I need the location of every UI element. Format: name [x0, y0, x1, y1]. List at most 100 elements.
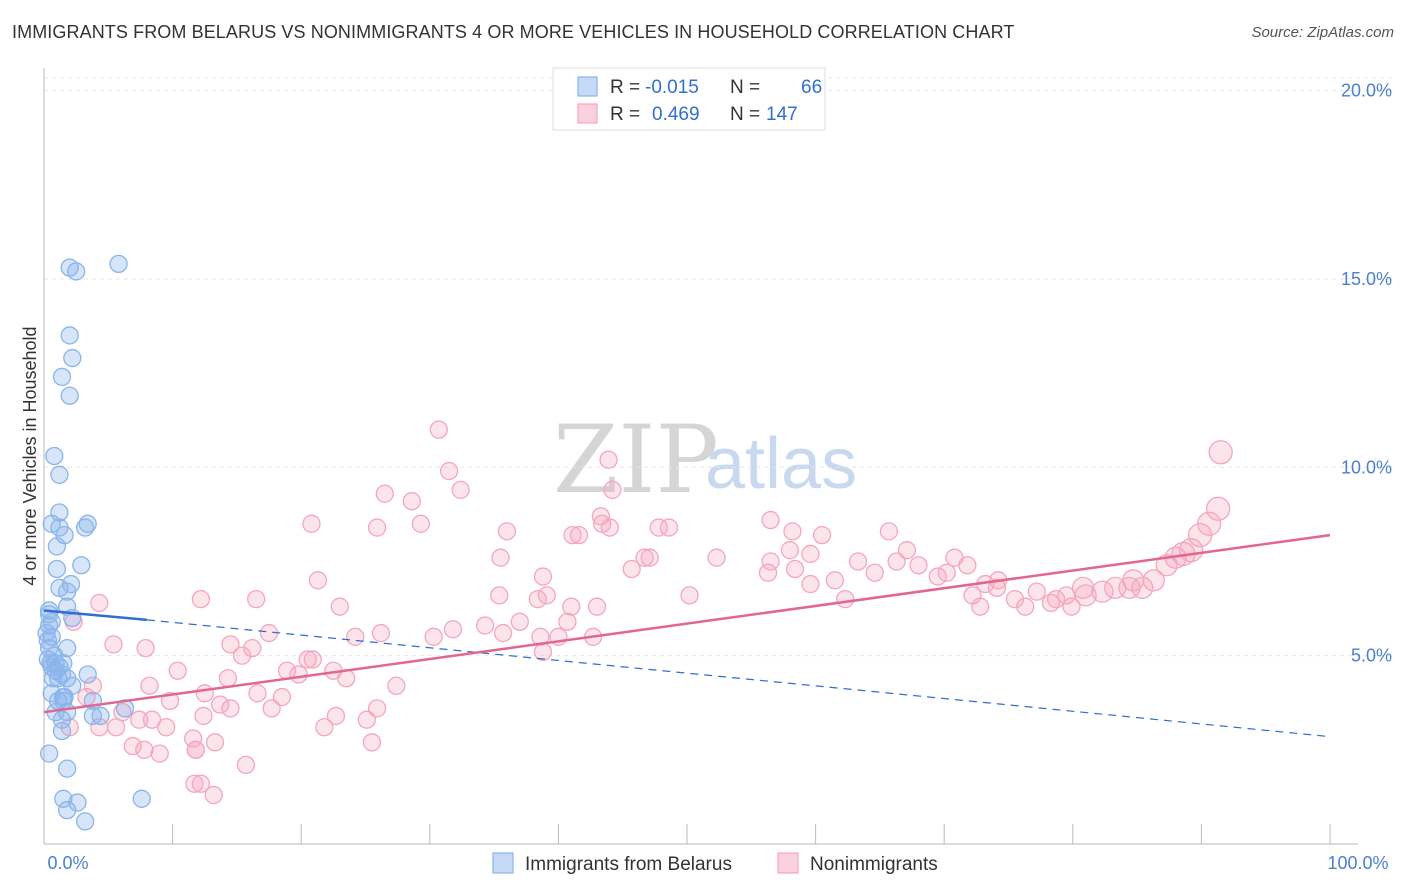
nonimmigrant-point-125 [150, 744, 169, 763]
nonimmigrant-point-25 [801, 544, 820, 564]
y-tick-label-15: 15.0% [1341, 269, 1392, 289]
nonimmigrant-point-79 [537, 586, 556, 605]
belarus-point-1 [67, 262, 86, 281]
belarus-point-52 [52, 721, 72, 741]
nonimmigrant-point-9 [592, 514, 612, 533]
y-tick-labels: 5.0% 10.0% 15.0% 20.0% [1341, 81, 1392, 666]
nonimmigrant-point-81 [531, 627, 550, 646]
nonimmigrant-point-4 [599, 450, 618, 469]
nonimmigrant-point-18 [707, 548, 726, 567]
legend-r-value-2: 0.469 [652, 104, 700, 125]
belarus-point-49 [91, 706, 110, 726]
nonimmigrant-point-133 [140, 676, 159, 695]
nonimmigrant-point-3 [429, 420, 448, 439]
belarus-point-5 [52, 367, 72, 387]
nonimmigrant-point-121 [204, 785, 223, 805]
belarus-point-4 [63, 348, 82, 368]
nonimmigrant-point-83 [493, 623, 513, 643]
nonimmigrant-point-110 [211, 695, 230, 714]
nonimmigrant-point-39 [958, 556, 977, 575]
y-tick-label-5: 5.0% [1351, 646, 1392, 666]
nonimmigrant-point-78 [563, 525, 582, 545]
nonimmigrant-point-105 [247, 589, 266, 609]
nonimmigrant-point-116 [142, 710, 162, 729]
nonimmigrant-point-10 [622, 559, 641, 579]
nonimmigrant-point-76 [558, 612, 577, 631]
nonimmigrant-point-8 [569, 525, 589, 545]
nonimmigrant-point-75 [533, 567, 553, 586]
x-ticks [172, 824, 1331, 844]
belarus-point-58 [57, 800, 77, 820]
legend-r-label-2: R = [610, 104, 640, 125]
y-axis-label: 4 or more Vehicles in Household [20, 326, 40, 585]
axes [43, 68, 1358, 845]
legend-n-label-1: N = [730, 77, 760, 98]
nonimmigrant-point-87 [443, 620, 463, 639]
trend-lines [43, 533, 1331, 738]
nonimmigrant-point-15 [635, 548, 654, 567]
belarus-point-7 [45, 446, 64, 466]
chart-source: Source: ZipAtlas.com [1251, 24, 1394, 41]
belarus-point-2 [109, 254, 128, 274]
nonimmigrant-point-103 [248, 684, 267, 703]
nonimmigrant-point-17 [680, 586, 699, 605]
legend-box [552, 67, 826, 131]
nonimmigrant-point-20 [761, 552, 780, 571]
nonimmigrant-point-71 [411, 514, 430, 533]
nonimmigrant-point-11 [640, 548, 659, 567]
nonimmigrant-point-109 [262, 699, 281, 718]
nonimmigrant-point-49 [1046, 589, 1066, 609]
nonimmigrant-point-137 [191, 589, 211, 609]
nonimmigrant-point-135 [186, 740, 205, 759]
belarus-point-14 [78, 514, 97, 533]
belarus-point-56 [68, 793, 87, 812]
belarus-point-59 [76, 812, 95, 831]
nonimmigrant-point-139 [136, 638, 155, 658]
legend-r-value-1: -0.015 [645, 77, 699, 98]
nonimmigrant-point-82 [475, 616, 495, 635]
nonimmigrant-point-98 [357, 710, 376, 729]
nonimmigrant-point-33 [887, 552, 906, 571]
nonimmigrant-point-89 [371, 623, 391, 643]
nonimmigrant-point-32 [879, 522, 899, 541]
legend-n-value-1: 66 [801, 77, 822, 98]
belarus-point-6 [60, 386, 79, 405]
nonimmigrant-point-59 [1142, 569, 1165, 592]
nonimmigrant-point-91 [330, 597, 349, 616]
nonimmigrant-point-120 [236, 755, 256, 775]
belarus-point-38 [78, 665, 97, 684]
top-legend: R = -0.015 N = 66 R = 0.469 N = 147 [552, 67, 826, 131]
nonimmigrant-point-122 [191, 774, 211, 793]
nonimmigrant-point-113 [205, 733, 225, 752]
nonimmigrant-point-126 [123, 736, 142, 756]
nonimmigrant-point-123 [184, 729, 203, 748]
nonimmigrant-point-100 [315, 718, 334, 737]
legend-swatch-belarus [577, 76, 598, 97]
legend-swatch-nonimmigrants [577, 103, 598, 124]
nonimmigrant-point-74 [510, 612, 529, 631]
nonimmigrant-point-67 [1208, 440, 1233, 465]
belarus-point-20 [57, 582, 77, 601]
nonimmigrant-point-77 [562, 597, 581, 616]
legend-n-value-2: 147 [766, 104, 798, 125]
nonimmigrant-point-23 [785, 559, 805, 579]
trend-nonimmigrants [43, 533, 1331, 714]
belarus-point-62 [41, 654, 60, 673]
chart-title: IMMIGRANTS FROM BELARUS VS NONIMMIGRANTS… [12, 22, 1015, 42]
nonimmigrant-point-12 [649, 518, 668, 537]
legend-r-label-1: R = [610, 77, 640, 98]
bottom-legend-label-nonimmigrants: Nonimmigrants [810, 854, 938, 875]
nonimmigrant-point-66 [1205, 496, 1231, 521]
nonimmigrant-point-84 [491, 548, 510, 567]
nonimmigrant-point-132 [168, 661, 187, 680]
nonimmigrant-point-54 [1091, 580, 1114, 603]
nonimmigrant-point-2 [367, 518, 387, 537]
nonimmigrant-point-124 [157, 718, 176, 737]
belarus-point-16 [72, 556, 91, 575]
nonimmigrant-point-5 [603, 480, 622, 500]
nonimmigrant-point-142 [218, 669, 238, 688]
y-tick-label-20: 20.0% [1341, 81, 1392, 101]
nonimmigrant-point-24 [783, 522, 802, 541]
nonimmigrant-point-0 [302, 514, 321, 533]
